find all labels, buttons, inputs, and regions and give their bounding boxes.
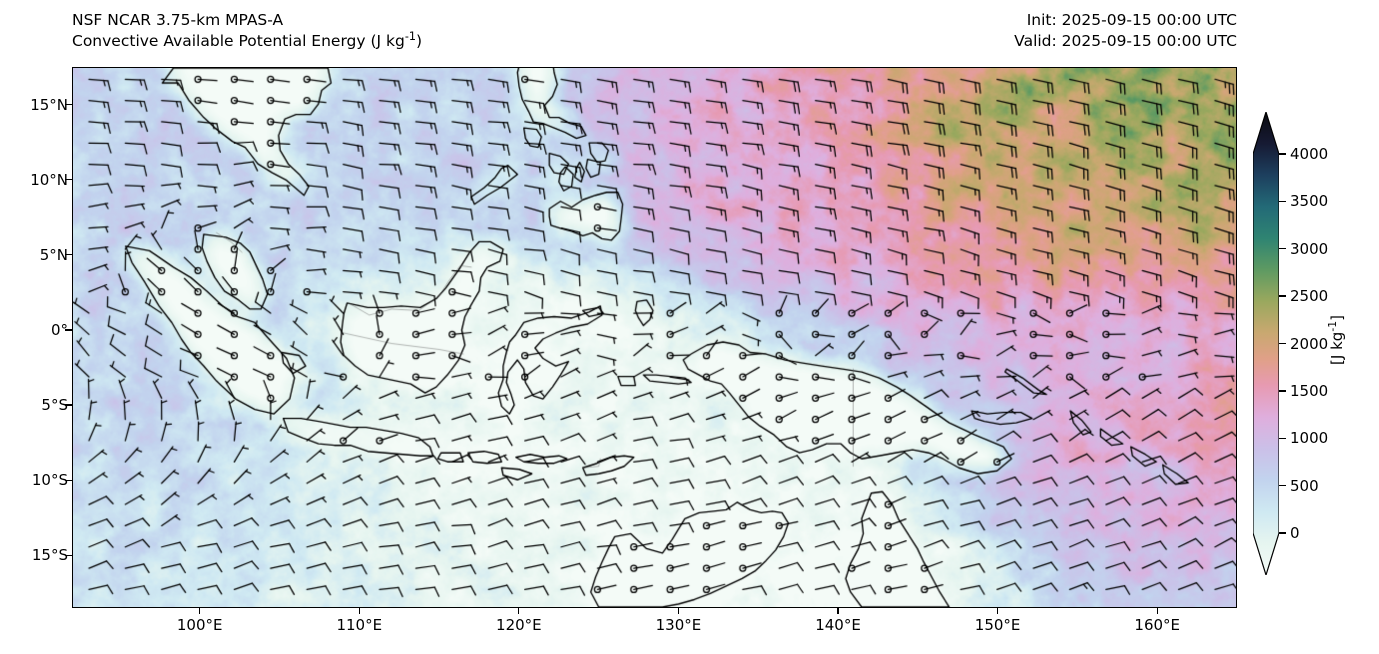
field-title: Convective Available Potential Energy (J… — [72, 31, 422, 52]
xtick-label-160°E: 160°E — [1134, 616, 1181, 634]
field-title-exponent: -1 — [404, 29, 416, 43]
timestamp-block: Init: 2025-09-15 00:00 UTC Valid: 2025-0… — [1014, 10, 1237, 52]
colorbar-tick-mark — [1279, 153, 1286, 155]
colorbar-tick-mark — [1279, 342, 1286, 345]
xtick-label-110°E: 110°E — [336, 616, 383, 634]
figure-title: NSF NCAR 3.75-km MPAS-A Convective Avail… — [72, 10, 422, 52]
colorbar-tick-label-1500: 1500 — [1290, 381, 1329, 400]
valid-time-label: Valid: 2025-09-15 00:00 UTC — [1014, 32, 1237, 50]
cape-map-canvas — [73, 68, 1236, 607]
ytick-mark — [65, 479, 72, 481]
xtick-label-140°E: 140°E — [815, 616, 861, 634]
ytick-label-15°S: 15°S — [31, 546, 68, 565]
field-title-prefix: Convective Available Potential Energy (J… — [72, 32, 405, 50]
colorbar-tick-label-3500: 3500 — [1290, 192, 1329, 211]
ytick-mark — [65, 404, 72, 406]
colorbar-body — [1253, 112, 1279, 575]
field-title-suffix: ) — [415, 32, 423, 50]
colorbar-tick-mark — [1279, 390, 1286, 392]
colorbar-tick-mark — [1279, 437, 1286, 439]
xtick-label-100°E: 100°E — [176, 616, 223, 634]
xtick-mark — [518, 607, 520, 614]
ytick-label-15°N: 15°N — [30, 95, 68, 114]
ytick-label-5°S: 5°S — [41, 396, 68, 415]
xtick-label-130°E: 130°E — [655, 616, 702, 634]
colorbar-tick-label-2000: 2000 — [1290, 334, 1329, 353]
colorbar-unit-label: [J kg-1] — [1326, 315, 1346, 365]
ytick-label-0°: 0° — [50, 320, 68, 339]
colorbar-tick-mark — [1279, 248, 1286, 250]
ytick-label-5°N: 5°N — [39, 245, 68, 264]
colorbar-tick-mark — [1279, 532, 1286, 534]
ytick-label-10°S: 10°S — [31, 471, 68, 490]
ytick-mark — [65, 103, 72, 106]
colorbar-tick-label-2500: 2500 — [1290, 287, 1329, 306]
ytick-mark — [65, 554, 72, 557]
xtick-label-150°E: 150°E — [974, 616, 1021, 634]
colorbar-unit-suffix: ] — [1328, 315, 1346, 321]
xtick-mark — [837, 607, 839, 614]
xtick-label-120°E: 120°E — [496, 616, 542, 634]
model-title: NSF NCAR 3.75-km MPAS-A — [72, 11, 284, 29]
colorbar-unit-exponent: -1 — [1326, 320, 1339, 332]
xtick-mark — [358, 607, 360, 614]
ytick-mark — [65, 254, 72, 256]
colorbar-tick-label-0: 0 — [1290, 524, 1300, 542]
colorbar-tick-label-4000: 4000 — [1290, 145, 1329, 163]
ytick-mark — [65, 329, 72, 331]
xtick-mark — [677, 607, 680, 614]
colorbar-tick-label-3000: 3000 — [1290, 239, 1329, 258]
colorbar-tick-mark — [1279, 295, 1286, 297]
colorbar-tick-label-500: 500 — [1290, 476, 1319, 495]
xtick-mark — [996, 607, 999, 614]
colorbar-tick-mark — [1279, 200, 1286, 203]
ytick-mark — [65, 179, 72, 181]
map-plot-area — [72, 67, 1237, 608]
init-time-label: Init: 2025-09-15 00:00 UTC — [1026, 11, 1237, 29]
colorbar-tick-label-1000: 1000 — [1290, 429, 1329, 448]
xtick-mark — [199, 607, 201, 614]
colorbar-gradient — [1253, 112, 1279, 575]
ytick-label-10°N: 10°N — [30, 170, 68, 189]
colorbar-tick-mark — [1279, 484, 1286, 487]
xtick-mark — [1156, 607, 1158, 614]
colorbar — [1253, 112, 1279, 575]
colorbar-unit-prefix: [J kg — [1328, 331, 1346, 365]
